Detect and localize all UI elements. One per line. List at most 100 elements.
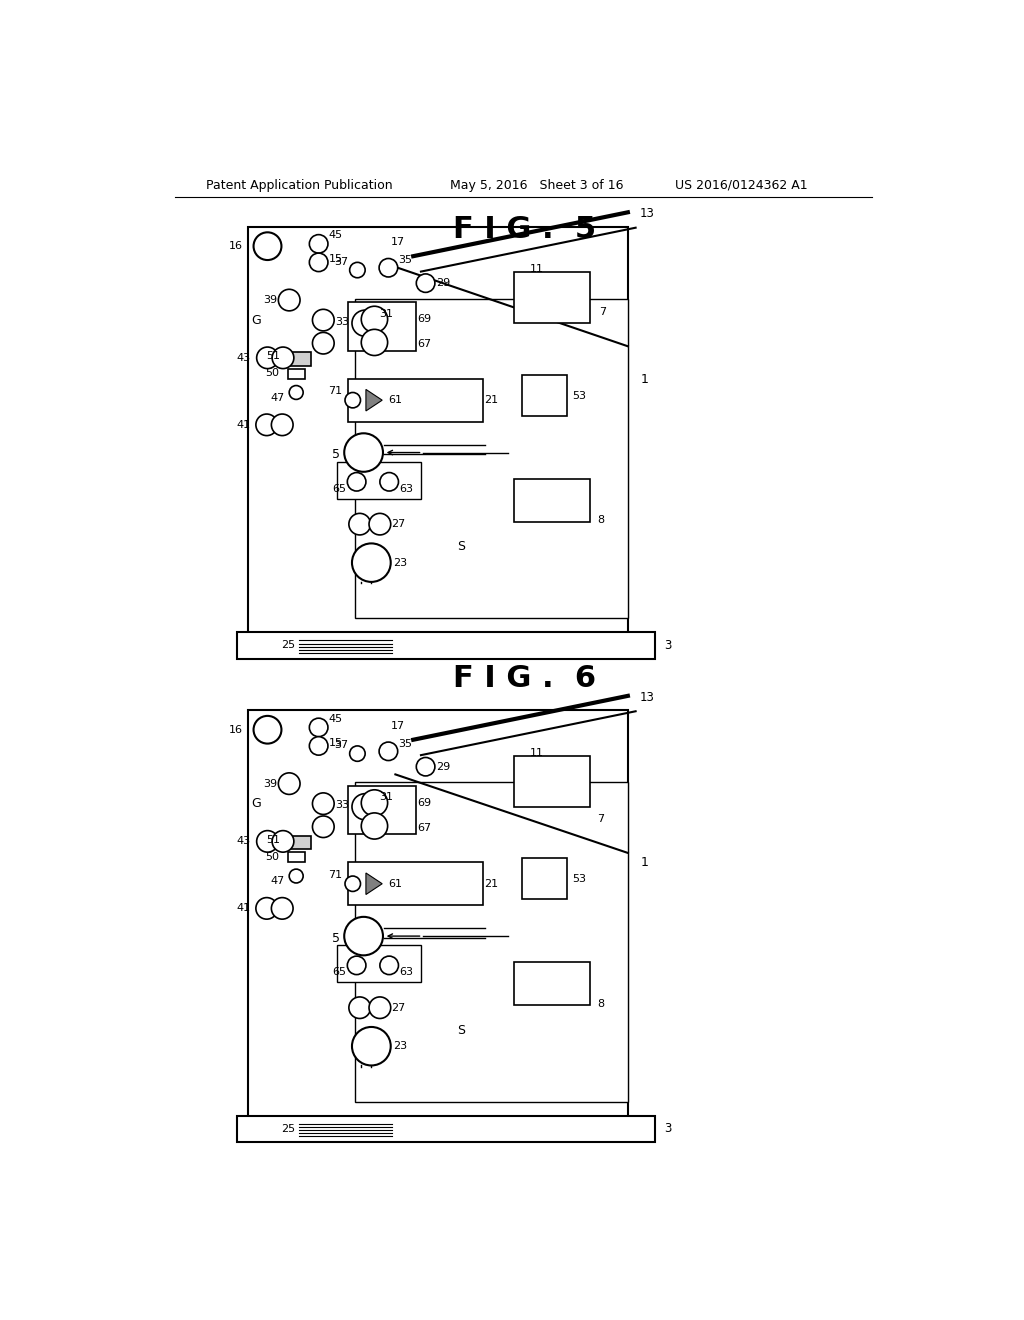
Bar	[348, 302, 417, 351]
Text: S: S	[458, 540, 465, 553]
Circle shape	[279, 289, 300, 312]
Circle shape	[271, 898, 293, 919]
Circle shape	[257, 347, 279, 368]
Circle shape	[349, 263, 366, 277]
Text: 71: 71	[329, 385, 343, 396]
Polygon shape	[366, 873, 382, 895]
Text: 41: 41	[237, 420, 251, 430]
Text: 5: 5	[332, 932, 340, 945]
Circle shape	[312, 793, 334, 814]
Circle shape	[312, 309, 334, 331]
Text: 33: 33	[335, 317, 349, 326]
Bar	[289, 368, 305, 379]
Text: 1: 1	[641, 857, 649, 870]
Circle shape	[369, 513, 391, 535]
Bar	[348, 785, 417, 834]
Bar	[237, 1115, 655, 1143]
Text: 29: 29	[435, 279, 450, 288]
Bar	[348, 862, 483, 906]
Circle shape	[279, 774, 300, 795]
Text: 17: 17	[390, 721, 404, 731]
Text: G: G	[252, 797, 261, 810]
Text: 50: 50	[265, 851, 280, 862]
Text: 41: 41	[237, 903, 251, 913]
Text: 50: 50	[265, 368, 280, 379]
Circle shape	[417, 758, 435, 776]
Text: 37: 37	[334, 741, 348, 750]
Text: S: S	[458, 1023, 465, 1036]
Circle shape	[349, 997, 371, 1019]
Circle shape	[361, 813, 388, 840]
Bar	[237, 632, 655, 659]
Circle shape	[352, 793, 378, 820]
Text: G: G	[252, 314, 261, 326]
Text: 39: 39	[263, 296, 278, 305]
Text: 53: 53	[572, 391, 586, 400]
Bar	[514, 272, 590, 323]
Text: 63: 63	[399, 483, 414, 494]
Circle shape	[254, 232, 282, 260]
Circle shape	[379, 742, 397, 760]
Circle shape	[361, 306, 388, 333]
Bar	[514, 479, 590, 521]
Text: 61: 61	[388, 879, 402, 888]
Text: 17: 17	[390, 238, 404, 247]
Text: 37: 37	[334, 256, 348, 267]
Bar	[289, 352, 311, 366]
Text: 11: 11	[530, 748, 544, 758]
Circle shape	[309, 737, 328, 755]
Text: 51: 51	[266, 351, 280, 362]
Circle shape	[349, 746, 366, 762]
Bar	[337, 945, 421, 982]
Bar	[521, 858, 566, 899]
Circle shape	[254, 715, 282, 743]
Text: 43: 43	[237, 837, 251, 846]
Text: 13: 13	[640, 207, 654, 220]
Circle shape	[289, 869, 303, 883]
Text: 43: 43	[237, 352, 251, 363]
Text: 27: 27	[391, 1003, 406, 1012]
Text: 16: 16	[228, 725, 243, 735]
Text: 29: 29	[435, 762, 450, 772]
Bar	[248, 227, 628, 639]
Text: 47: 47	[270, 876, 285, 887]
Bar	[248, 710, 628, 1122]
Bar	[337, 462, 421, 499]
Circle shape	[345, 876, 360, 891]
Bar	[514, 756, 590, 807]
Circle shape	[289, 385, 303, 400]
Circle shape	[271, 414, 293, 436]
Text: 51: 51	[266, 834, 280, 845]
Bar	[521, 375, 566, 416]
Bar	[355, 298, 628, 618]
Circle shape	[345, 392, 360, 408]
Circle shape	[352, 544, 391, 582]
Text: 25: 25	[281, 1123, 295, 1134]
Circle shape	[349, 513, 371, 535]
Text: 33: 33	[335, 800, 349, 810]
Text: 16: 16	[228, 242, 243, 251]
Text: 5: 5	[332, 449, 340, 462]
Text: 69: 69	[417, 314, 431, 325]
Text: 67: 67	[417, 339, 431, 348]
Text: Patent Application Publication: Patent Application Publication	[206, 178, 392, 191]
Text: 31: 31	[379, 792, 393, 803]
Text: 15: 15	[329, 255, 343, 264]
Circle shape	[361, 789, 388, 816]
Text: 1: 1	[641, 372, 649, 385]
Circle shape	[309, 253, 328, 272]
Text: F I G .  6: F I G . 6	[454, 664, 596, 693]
Bar	[289, 853, 305, 862]
Circle shape	[312, 816, 334, 838]
Bar	[514, 962, 590, 1006]
Circle shape	[352, 310, 378, 337]
Text: 35: 35	[398, 255, 413, 265]
Text: US 2016/0124362 A1: US 2016/0124362 A1	[675, 178, 808, 191]
Circle shape	[417, 275, 435, 293]
Text: 7: 7	[599, 308, 606, 317]
Text: 69: 69	[417, 797, 431, 808]
Text: 65: 65	[332, 968, 346, 977]
Text: 23: 23	[393, 557, 408, 568]
Text: 67: 67	[417, 822, 431, 833]
Circle shape	[380, 473, 398, 491]
